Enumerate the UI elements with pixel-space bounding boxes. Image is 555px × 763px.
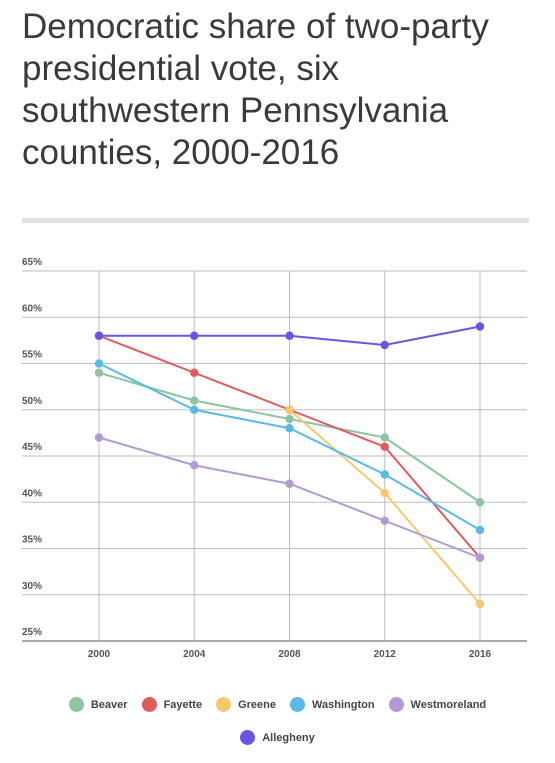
legend-item-washington: Washington bbox=[290, 697, 375, 712]
data-point-westmoreland bbox=[285, 479, 294, 488]
y-tick-label: 60% bbox=[22, 303, 42, 314]
x-tick-label: 2008 bbox=[278, 649, 301, 660]
legend-swatch bbox=[216, 697, 232, 712]
data-point-washington bbox=[94, 359, 104, 368]
chart-title: Democratic share of two-party presidenti… bbox=[22, 7, 489, 172]
y-tick-label: 40% bbox=[22, 488, 42, 499]
legend-item-westmoreland: Westmoreland bbox=[388, 697, 487, 712]
x-tick-label: 2000 bbox=[88, 649, 111, 660]
legend-swatch bbox=[388, 697, 404, 712]
legend-swatch bbox=[68, 697, 84, 712]
data-point-beaver bbox=[475, 498, 485, 507]
data-point-allegheny bbox=[190, 331, 199, 340]
data-point-washington bbox=[380, 470, 389, 479]
y-tick-label: 30% bbox=[22, 581, 42, 592]
legend-label: Washington bbox=[312, 698, 375, 711]
data-point-washington bbox=[475, 525, 485, 535]
legend-item-fayette: Fayette bbox=[141, 697, 203, 712]
legend-swatch bbox=[290, 697, 306, 712]
y-tick-label: 35% bbox=[22, 535, 42, 546]
data-point-beaver bbox=[190, 396, 199, 405]
legend-label: Beaver bbox=[90, 698, 128, 711]
y-tick-label: 25% bbox=[22, 627, 42, 638]
data-point-fayette bbox=[190, 368, 199, 377]
legend-item-allegheny: Allegheny bbox=[240, 730, 315, 745]
line-chart: 25% 30% 35% 40% 45% 50% 55% 60% 65% 2000 2004 2008… bbox=[22, 257, 527, 660]
data-point-westmoreland bbox=[380, 516, 389, 525]
x-tick-label: 2012 bbox=[374, 649, 397, 660]
data-point-allegheny bbox=[380, 340, 389, 350]
data-point-washington bbox=[190, 405, 199, 414]
data-point-greene bbox=[380, 488, 389, 498]
grid-lines bbox=[22, 270, 527, 642]
legend-item-greene: Greene bbox=[216, 697, 276, 712]
legend-row-2: Allegheny bbox=[0, 730, 555, 745]
legend-swatch bbox=[240, 730, 256, 745]
data-point-allegheny bbox=[94, 331, 104, 340]
legend-label: Allegheny bbox=[262, 731, 315, 744]
legend-label: Fayette bbox=[163, 698, 203, 711]
y-tick-label: 45% bbox=[22, 442, 42, 453]
y-tick-label: 50% bbox=[22, 396, 42, 407]
data-point-westmoreland bbox=[94, 433, 104, 442]
data-point-washington bbox=[285, 424, 294, 433]
title-divider bbox=[22, 218, 529, 223]
data-point-beaver bbox=[380, 433, 389, 442]
data-point-greene bbox=[285, 405, 294, 414]
legend-item-beaver: Beaver bbox=[68, 697, 128, 712]
legend-label: Greene bbox=[238, 698, 277, 711]
legend-row-1: Beaver Fayette Greene Washington Westmorelan… bbox=[0, 697, 555, 712]
legend-swatch bbox=[141, 697, 157, 712]
y-axis-labels: 25% 30% 35% 40% 45% 50% 55% 60% 65% bbox=[22, 257, 42, 638]
data-point-westmoreland bbox=[475, 553, 485, 562]
y-tick-label: 55% bbox=[22, 350, 42, 361]
data-point-beaver bbox=[285, 414, 294, 424]
data-point-fayette bbox=[380, 442, 389, 451]
data-point-greene bbox=[475, 599, 485, 609]
data-point-allegheny bbox=[285, 331, 294, 340]
legend-label: Westmoreland bbox=[410, 698, 487, 711]
data-point-beaver bbox=[94, 368, 104, 377]
x-axis-labels: 2000 2004 2008 2012 2016 bbox=[88, 649, 492, 660]
data-point-allegheny bbox=[475, 322, 485, 331]
series-points bbox=[94, 322, 485, 609]
x-tick-label: 2004 bbox=[183, 649, 206, 660]
y-tick-label: 65% bbox=[22, 257, 42, 268]
data-point-westmoreland bbox=[190, 461, 199, 470]
x-tick-label: 2016 bbox=[469, 649, 492, 660]
